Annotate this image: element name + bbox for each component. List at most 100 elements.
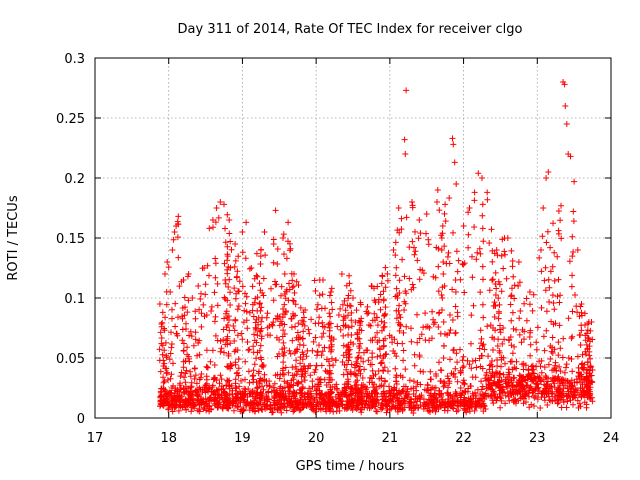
- data-point: [375, 368, 382, 374]
- data-point: [585, 319, 592, 325]
- data-point: [519, 326, 526, 333]
- data-point: [510, 397, 517, 404]
- data-point: [589, 379, 596, 386]
- data-point: [170, 360, 176, 367]
- data-point: [578, 301, 585, 307]
- data-point: [406, 404, 413, 411]
- data-point: [158, 323, 165, 330]
- data-point: [193, 388, 200, 395]
- data-point: [180, 340, 187, 347]
- data-point: [396, 277, 403, 284]
- data-point: [371, 297, 378, 304]
- data-point: [273, 334, 280, 341]
- data-point: [246, 346, 253, 353]
- data-point: [293, 357, 300, 364]
- data-point: [234, 273, 240, 280]
- data-point: [446, 195, 453, 201]
- data-point: [287, 350, 294, 357]
- data-point: [425, 236, 432, 243]
- data-point: [238, 330, 245, 337]
- data-point: [380, 383, 387, 390]
- data-point: [511, 295, 518, 302]
- data-point: [567, 153, 574, 160]
- data-point: [245, 386, 252, 392]
- x-tick-label: 19: [234, 431, 251, 446]
- data-point: [506, 336, 513, 343]
- data-point: [337, 395, 344, 402]
- data-point: [313, 403, 320, 410]
- data-point: [438, 235, 445, 241]
- data-point: [497, 404, 504, 411]
- data-point: [393, 315, 400, 322]
- data-point: [510, 382, 517, 389]
- data-point: [381, 396, 388, 403]
- data-point: [337, 326, 344, 333]
- data-point: [489, 276, 496, 283]
- data-point: [453, 350, 460, 357]
- data-point: [438, 292, 445, 298]
- data-point: [484, 323, 491, 330]
- data-point: [398, 405, 405, 412]
- data-point: [403, 290, 410, 297]
- data-point: [374, 322, 381, 329]
- data-point: [161, 397, 168, 404]
- data-point: [434, 397, 441, 404]
- data-point: [570, 385, 577, 392]
- data-point: [378, 359, 385, 366]
- data-point: [466, 408, 473, 415]
- data-point: [343, 404, 350, 411]
- data-point: [341, 297, 348, 304]
- data-point: [215, 401, 222, 408]
- data-point: [517, 308, 524, 314]
- data-point: [270, 241, 277, 247]
- data-point: [392, 239, 399, 246]
- data-point: [424, 323, 431, 330]
- data-point: [294, 329, 301, 336]
- data-point: [461, 381, 468, 388]
- data-point: [345, 341, 352, 348]
- data-point: [453, 391, 460, 397]
- data-point: [345, 292, 352, 299]
- data-point: [174, 234, 181, 241]
- data-point: [253, 272, 260, 279]
- data-point: [379, 405, 386, 412]
- data-point: [272, 207, 279, 214]
- data-point: [249, 307, 256, 314]
- data-point: [539, 388, 546, 395]
- data-point: [374, 283, 381, 290]
- data-point: [557, 345, 564, 352]
- data-point: [187, 368, 194, 375]
- data-point: [195, 407, 201, 414]
- data-point: [300, 328, 307, 335]
- data-point: [344, 397, 351, 404]
- data-point: [465, 231, 472, 238]
- data-point: [163, 301, 170, 308]
- data-point: [217, 372, 224, 379]
- data-point: [420, 368, 427, 375]
- data-point: [352, 319, 359, 326]
- data-point: [450, 141, 457, 148]
- data-point: [356, 349, 362, 356]
- data-point: [478, 340, 484, 347]
- data-point: [198, 323, 205, 330]
- data-point: [316, 292, 323, 299]
- data-point: [439, 223, 446, 229]
- y-tick-label: 0.05: [56, 352, 85, 367]
- data-point: [585, 359, 591, 365]
- data-point: [250, 343, 257, 350]
- data-point: [306, 330, 313, 337]
- data-point: [218, 345, 225, 352]
- data-point: [160, 385, 167, 392]
- data-point: [280, 359, 287, 366]
- data-point: [418, 331, 425, 338]
- data-point: [393, 285, 400, 292]
- data-point: [549, 391, 556, 397]
- data-point: [497, 370, 504, 377]
- data-point: [179, 326, 186, 333]
- data-point: [353, 307, 360, 314]
- data-point: [574, 309, 581, 316]
- data-point: [188, 379, 195, 386]
- data-point: [395, 205, 402, 211]
- data-point: [170, 383, 177, 389]
- data-point: [333, 400, 340, 407]
